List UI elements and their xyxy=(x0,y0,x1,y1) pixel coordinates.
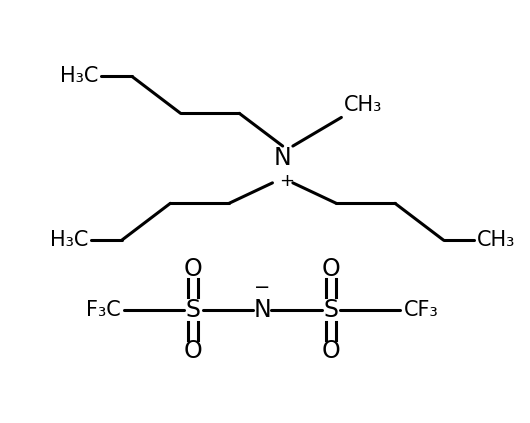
Text: CH₃: CH₃ xyxy=(476,230,515,250)
Text: CH₃: CH₃ xyxy=(344,95,382,115)
Text: N: N xyxy=(274,146,292,170)
Text: O: O xyxy=(322,257,341,281)
Text: −: − xyxy=(254,277,270,297)
Text: +: + xyxy=(279,172,294,190)
Text: CF₃: CF₃ xyxy=(404,299,439,320)
Text: H₃C: H₃C xyxy=(60,66,99,86)
Text: S: S xyxy=(186,298,201,321)
Text: H₃C: H₃C xyxy=(50,230,89,250)
Text: S: S xyxy=(324,298,339,321)
Text: O: O xyxy=(322,338,341,363)
Text: F₃C: F₃C xyxy=(85,299,120,320)
Text: O: O xyxy=(184,257,202,281)
Text: N: N xyxy=(253,298,271,321)
Text: O: O xyxy=(184,338,202,363)
